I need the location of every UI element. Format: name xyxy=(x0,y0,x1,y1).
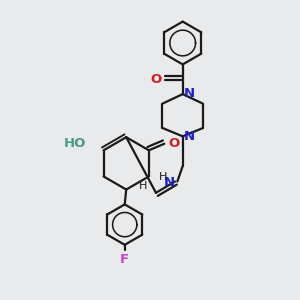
Text: HO: HO xyxy=(63,137,86,150)
Text: N: N xyxy=(184,130,195,143)
Text: N: N xyxy=(164,176,175,189)
Text: O: O xyxy=(168,137,179,150)
Text: N: N xyxy=(184,87,195,100)
Text: H: H xyxy=(159,172,167,182)
Text: F: F xyxy=(120,253,129,266)
Text: H: H xyxy=(139,181,148,191)
Text: O: O xyxy=(151,74,162,86)
